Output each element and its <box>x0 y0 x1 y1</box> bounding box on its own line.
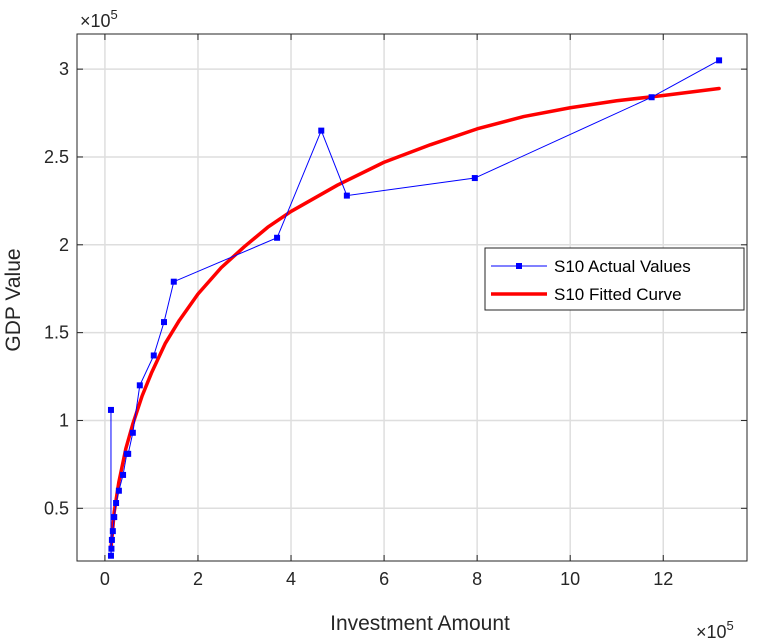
data-point-actual <box>274 234 281 241</box>
data-point-actual <box>115 487 122 494</box>
series-layer <box>107 57 723 559</box>
y-tick-label: 0.5 <box>44 498 69 518</box>
x-tick-label: 6 <box>379 569 389 589</box>
data-point-actual <box>150 352 157 359</box>
y-axis-label: GDP Value <box>2 248 25 351</box>
x-tick-label: 8 <box>472 569 482 589</box>
x-tick-label: 10 <box>560 569 580 589</box>
y-tick-label: 2 <box>59 235 69 255</box>
x-multiplier: ×105 <box>696 618 734 641</box>
data-point-actual <box>125 450 132 457</box>
y-tick-label: 1.5 <box>44 323 69 343</box>
legend-label-actual: S10 Actual Values <box>554 257 691 276</box>
data-point-actual <box>129 429 136 436</box>
data-point-actual <box>716 57 723 64</box>
legend: S10 Actual Values S10 Fitted Curve <box>484 247 745 311</box>
data-point-actual <box>108 536 115 543</box>
legend-marker-actual <box>516 263 522 269</box>
data-point-actual <box>648 94 655 101</box>
data-point-actual <box>113 500 120 507</box>
data-point-actual <box>471 175 478 182</box>
data-point-actual <box>120 471 127 478</box>
x-tick-label: 4 <box>286 569 296 589</box>
data-point-actual <box>318 127 325 134</box>
data-point-actual <box>161 319 168 326</box>
grid <box>77 34 747 561</box>
y-tick-label: 2.5 <box>44 147 69 167</box>
data-point-actual <box>111 514 118 521</box>
ticks: 0 2 4 6 8 10 12 0.5 1 1.5 2 2.5 3 <box>44 34 747 589</box>
legend-label-fitted: S10 Fitted Curve <box>554 285 682 304</box>
x-tick-label: 12 <box>653 569 673 589</box>
legend-box <box>484 247 745 311</box>
y-tick-label: 3 <box>59 59 69 79</box>
y-multiplier: ×105 <box>80 7 118 31</box>
series-line-actual <box>110 59 720 556</box>
data-point-actual <box>109 528 116 535</box>
x-axis-label: Investment Amount <box>330 612 510 635</box>
data-point-actual <box>136 382 143 389</box>
y-tick-label: 1 <box>59 410 69 430</box>
data-point-actual <box>107 406 114 413</box>
plot-frame <box>76 33 748 562</box>
x-tick-label: 2 <box>193 569 203 589</box>
data-point-actual <box>343 192 350 199</box>
data-point-actual <box>108 545 115 552</box>
x-tick-label: 0 <box>100 569 110 589</box>
data-point-actual <box>170 278 177 285</box>
data-point-actual <box>107 552 114 559</box>
